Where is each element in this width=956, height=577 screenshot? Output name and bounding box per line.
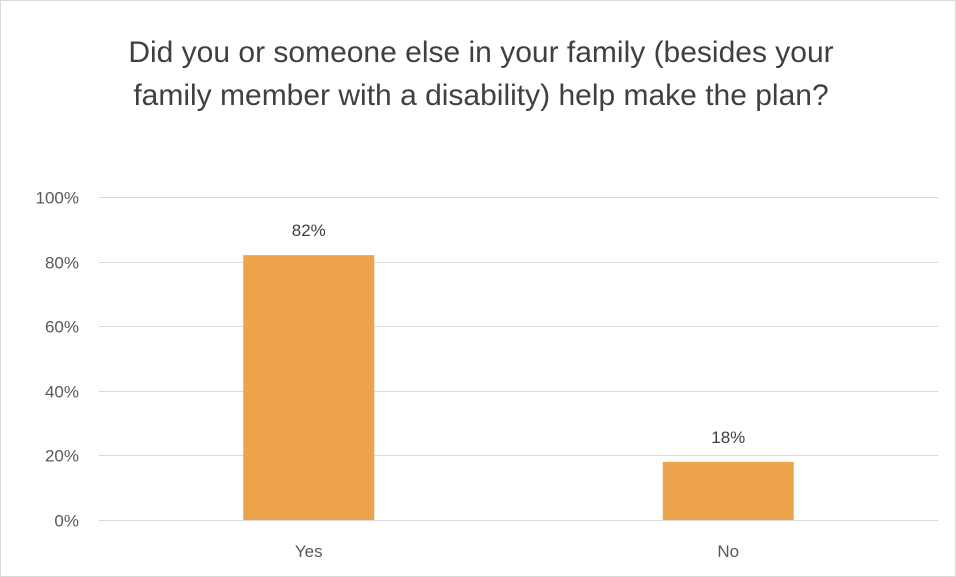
y-tick-label: 20% bbox=[45, 447, 79, 466]
y-tick-label: 0% bbox=[54, 512, 79, 531]
data-labels: 82% 18% bbox=[292, 221, 746, 447]
category-label: No bbox=[717, 542, 739, 561]
y-tick-label: 60% bbox=[45, 318, 79, 337]
gridlines bbox=[99, 197, 938, 521]
y-tick-label: 80% bbox=[45, 254, 79, 273]
category-label: Yes bbox=[295, 542, 323, 561]
bar-no bbox=[662, 461, 794, 520]
y-tick-label: 100% bbox=[36, 189, 79, 208]
chart-title: Did you or someone else in your family (… bbox=[128, 36, 834, 112]
y-axis-tick-labels: 0% 20% 40% 60% 80% 100% bbox=[36, 189, 79, 531]
data-label: 18% bbox=[711, 428, 745, 447]
bars bbox=[243, 255, 794, 520]
x-axis-category-labels: Yes No bbox=[295, 542, 739, 561]
data-label: 82% bbox=[292, 221, 326, 240]
y-tick-label: 40% bbox=[45, 383, 79, 402]
bar-yes bbox=[243, 255, 375, 520]
